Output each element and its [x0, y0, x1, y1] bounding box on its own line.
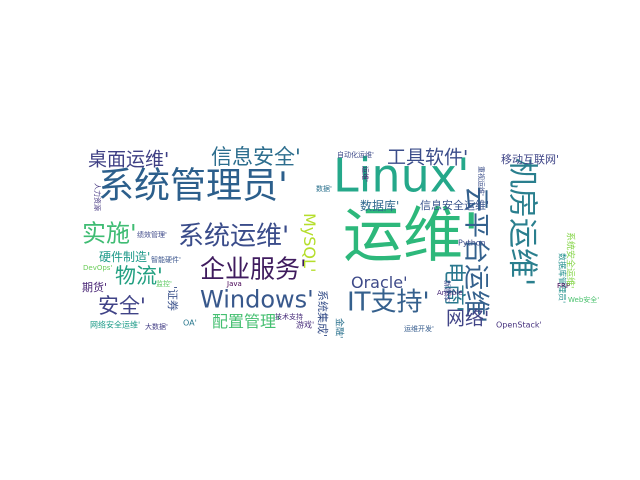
cloud-word: 智能硬件'	[151, 255, 181, 264]
cloud-word: 实施'	[82, 220, 137, 248]
cloud-word: 网络安全运维'	[90, 320, 140, 330]
cloud-word: 安全'	[98, 294, 146, 318]
cloud-word: OpenStack'	[496, 321, 542, 330]
cloud-word: 企业服务'	[200, 254, 307, 283]
cloud-word: MySQL'	[300, 213, 319, 272]
cloud-word: 数据库管理员'	[557, 253, 567, 303]
cloud-word: '证券	[166, 286, 180, 311]
cloud-word: IT支持'	[347, 287, 430, 317]
cloud-word: 云平台运维'	[461, 186, 491, 323]
cloud-word: 物流'	[115, 264, 163, 288]
cloud-word: 大数据'	[145, 322, 168, 331]
cloud-word: DevOps'	[83, 264, 112, 272]
cloud-word: 监控'	[156, 279, 172, 288]
cloud-word: FRP	[557, 282, 570, 290]
cloud-word: Windows'	[200, 286, 314, 314]
cloud-word: 数据'	[316, 184, 332, 193]
cloud-word: 信息安全运维'	[420, 198, 489, 212]
cloud-word: 配置管理'	[212, 312, 280, 331]
cloud-word: 新媒体'	[443, 280, 452, 303]
cloud-word: 系统运维'	[178, 221, 289, 251]
cloud-word: 运维'	[343, 201, 480, 271]
cloud-word: 移动互联网'	[501, 153, 559, 166]
cloud-word: Linux'	[333, 148, 470, 202]
cloud-word: 绩效管理'	[137, 230, 167, 239]
cloud-word: Java	[226, 280, 242, 288]
cloud-word: 期货'	[82, 280, 107, 294]
cloud-word: 硬件制造'	[99, 250, 150, 264]
cloud-word: Ansible	[437, 289, 463, 297]
cloud-word: 运维开发'	[404, 324, 434, 333]
cloud-word: 金融'	[333, 318, 345, 338]
cloud-word: Web安全'	[568, 295, 599, 304]
cloud-word: 人力资源	[93, 183, 102, 211]
cloud-word: 工具软件'	[387, 147, 468, 169]
cloud-word: 重视运维'	[477, 166, 486, 196]
cloud-word: 技术支持	[275, 312, 303, 321]
cloud-word: 网络'	[446, 308, 489, 330]
cloud-word: 系统安全运维'	[564, 232, 576, 288]
cloud-word: Python	[458, 239, 486, 248]
cloud-word: 机房运维'	[504, 158, 539, 286]
cloud-word: Oracle'	[351, 273, 407, 292]
cloud-word: 桌面运维'	[88, 149, 169, 171]
cloud-word: 运维'	[361, 166, 370, 182]
cloud-word: OA'	[183, 319, 197, 328]
cloud-word: 游戏'	[296, 320, 314, 330]
cloud-word: 数据库'	[360, 198, 399, 213]
cloud-word: 自动化运维'	[337, 150, 374, 159]
cloud-word: 电商'	[441, 262, 466, 312]
cloud-word: 系统集成'	[316, 290, 330, 337]
cloud-word: 信息安全'	[211, 145, 301, 169]
cloud-word: 系统管理员'	[98, 166, 288, 207]
